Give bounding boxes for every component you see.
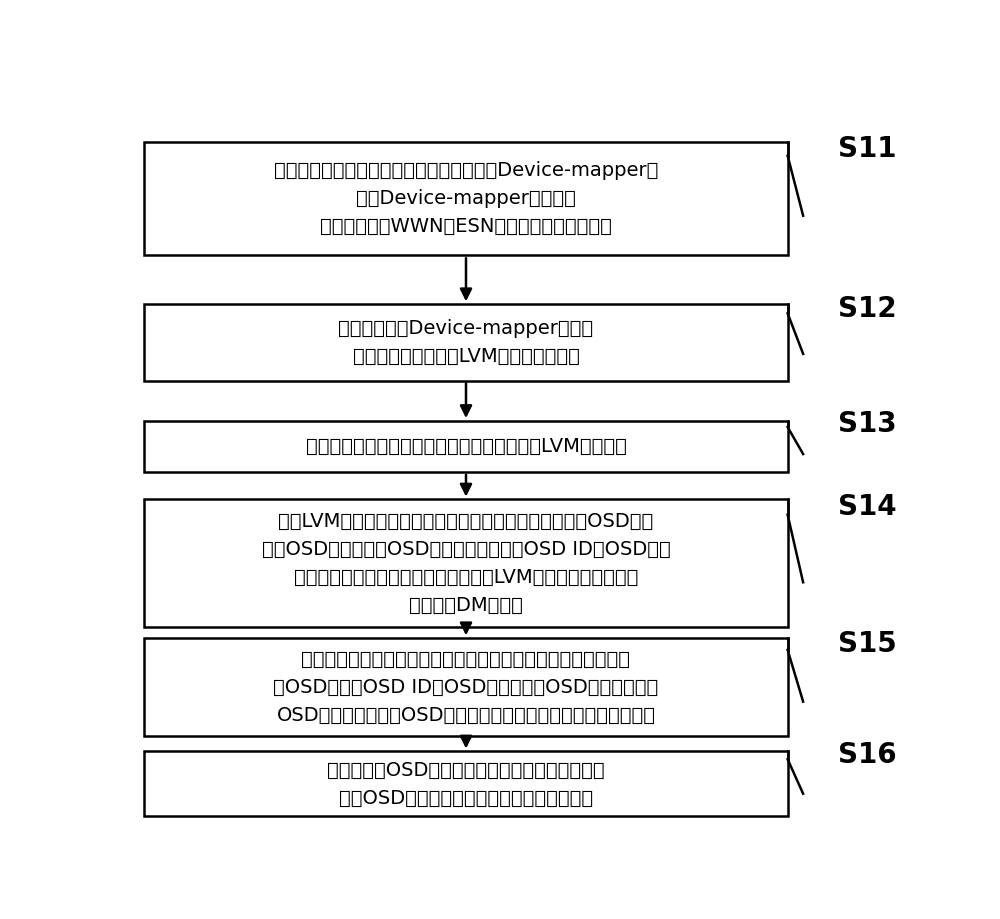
Bar xyxy=(144,500,788,627)
Text: 根据业务需求将不同的设备组合创建为一个Device-mapper，
创建Device-mapper设备时，
将物理硬盘的WWN和ESN写入对应的设备配置中: 根据业务需求将不同的设备组合创建为一个Device-mapper， 创建Devi… xyxy=(274,161,658,236)
Text: 将已创建好的Device-mapper设备，
或者物理硬盘加入到LVM中的物理卷组中: 将已创建好的Device-mapper设备， 或者物理硬盘加入到LVM中的物理卷… xyxy=(338,319,594,366)
Bar xyxy=(144,142,788,255)
Text: S13: S13 xyxy=(838,410,897,438)
Text: S12: S12 xyxy=(838,295,897,323)
Bar xyxy=(144,304,788,380)
Text: 将已创建的OSD设备加入分布式存储系统并启动，
修改OSD设备在集群中的运行状态为启动状态: 将已创建的OSD设备加入分布式存储系统并启动， 修改OSD设备在集群中的运行状态… xyxy=(327,760,605,808)
Text: 根据LVM的逻辑卷组，创建对应业务的逻辑卷设备，包括OSD数据
盘、OSD元数据盘和OSD日志盘，并将创建OSD ID和OSD集群
唯一标识以及逻辑卷的卷组信息: 根据LVM的逻辑卷组，创建对应业务的逻辑卷设备，包括OSD数据 盘、OSD元数据… xyxy=(262,512,670,615)
Text: S14: S14 xyxy=(838,494,897,521)
Text: S16: S16 xyxy=(838,742,897,769)
Bar xyxy=(144,638,788,736)
Text: 通过业务需求将不同的物理卷组加入到不同的LVM逻辑卷组: 通过业务需求将不同的物理卷组加入到不同的LVM逻辑卷组 xyxy=(306,437,626,456)
Text: 格式化已创建的逻辑卷设备并挂载；格式化逻辑卷设备时，需要
将OSD设备的OSD ID、OSD集群标识、OSD数据盘路径、
OSD元数据盘路径和OSD日志盘路径写: 格式化已创建的逻辑卷设备并挂载；格式化逻辑卷设备时，需要 将OSD设备的OSD … xyxy=(273,650,659,724)
Text: S15: S15 xyxy=(838,630,897,658)
Bar xyxy=(144,752,788,816)
Bar xyxy=(144,421,788,471)
Text: S11: S11 xyxy=(838,135,896,163)
